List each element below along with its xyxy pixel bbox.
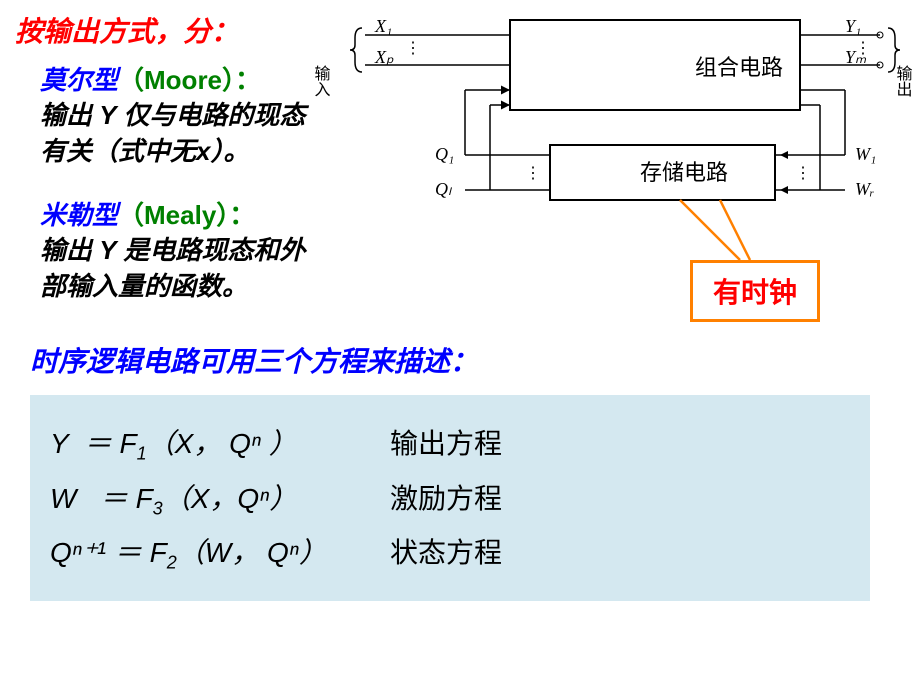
eq2-func: F: [136, 483, 153, 514]
eq3-label: 状态方程: [390, 531, 502, 571]
output-label: 输出: [894, 65, 913, 97]
page-title: 按输出方式，分：: [15, 10, 239, 50]
signal-x1: X₁: [374, 16, 392, 36]
eq1-sub: 1: [137, 444, 147, 464]
callout-text: 有时钟: [713, 277, 797, 308]
moore-heading-line: 莫尔型（Moore）：: [40, 60, 330, 97]
input-label: 输入: [312, 65, 331, 97]
equation-2: W ＝ F3（X，Qⁿ） 激励方程: [50, 477, 850, 520]
section-header-text: 时序逻辑电路可用三个方程来描述：: [30, 346, 478, 377]
signal-q1: Q₁: [435, 144, 454, 164]
mealy-description: 输出 Y 是电路现态和外部输入量的函数。: [40, 232, 330, 305]
mealy-heading: 米勒型: [40, 200, 118, 230]
clock-callout: 有时钟: [690, 260, 820, 322]
mealy-heading-line: 米勒型（Mealy）：: [40, 195, 330, 232]
svg-text:⋮: ⋮: [405, 40, 421, 57]
svg-text:⋮: ⋮: [525, 165, 541, 182]
eq2-label: 激励方程: [390, 477, 502, 517]
eq3-sub: 2: [167, 553, 177, 573]
moore-section: 莫尔型（Moore）： 输出 Y 仅与电路的现态有关（式中无x）。: [40, 60, 330, 170]
eq2-lhs: W: [50, 483, 76, 514]
signal-wr: Wᵣ: [855, 179, 874, 199]
eq1-lhs: Y: [50, 428, 68, 459]
eq2-sub: 3: [153, 498, 163, 518]
signal-xp: Xₚ: [374, 47, 394, 67]
moore-english: （Moore）：: [118, 65, 261, 95]
box2-label: 存储电路: [640, 160, 728, 185]
equation-1: Y ＝ F1（X， Qⁿ ） 输出方程: [50, 422, 850, 465]
svg-text:⋮: ⋮: [795, 165, 811, 182]
title-text: 按输出方式，分：: [15, 16, 239, 47]
eq1-func: F: [120, 428, 137, 459]
eq3-func: F: [150, 537, 167, 568]
signal-w1: W₁: [855, 144, 876, 164]
moore-description: 输出 Y 仅与电路的现态有关（式中无x）。: [40, 97, 330, 170]
circuit-diagram: 组合电路 存储电路 X₁ Xₚ ⋮ 输入 Y₁ Yₘ ⋮ 输出 Q₁ Qₗ ⋮ …: [300, 10, 920, 270]
equations-box: Y ＝ F1（X， Qⁿ ） 输出方程 W ＝ F3（X，Qⁿ） 激励方程 Qⁿ…: [30, 395, 870, 601]
eq3-args: （W， Qⁿ）: [177, 537, 327, 568]
eq1-label: 输出方程: [390, 422, 502, 462]
moore-heading: 莫尔型: [40, 65, 118, 95]
svg-text:⋮: ⋮: [855, 40, 871, 57]
box1-label: 组合电路: [695, 55, 783, 80]
eq2-args: （X，Qⁿ）: [163, 483, 298, 514]
eq3-lhs: Qⁿ⁺¹: [50, 537, 106, 568]
mealy-section: 米勒型（Mealy）： 输出 Y 是电路现态和外部输入量的函数。: [40, 195, 330, 305]
equations-header: 时序逻辑电路可用三个方程来描述：: [30, 340, 478, 380]
equation-3: Qⁿ⁺¹ ＝ F2（W， Qⁿ） 状态方程: [50, 531, 850, 574]
mealy-english: （Mealy）：: [118, 200, 255, 230]
eq1-args: （X， Qⁿ ）: [147, 428, 297, 459]
signal-y1: Y₁: [845, 16, 861, 36]
signal-ql: Qₗ: [435, 179, 453, 199]
